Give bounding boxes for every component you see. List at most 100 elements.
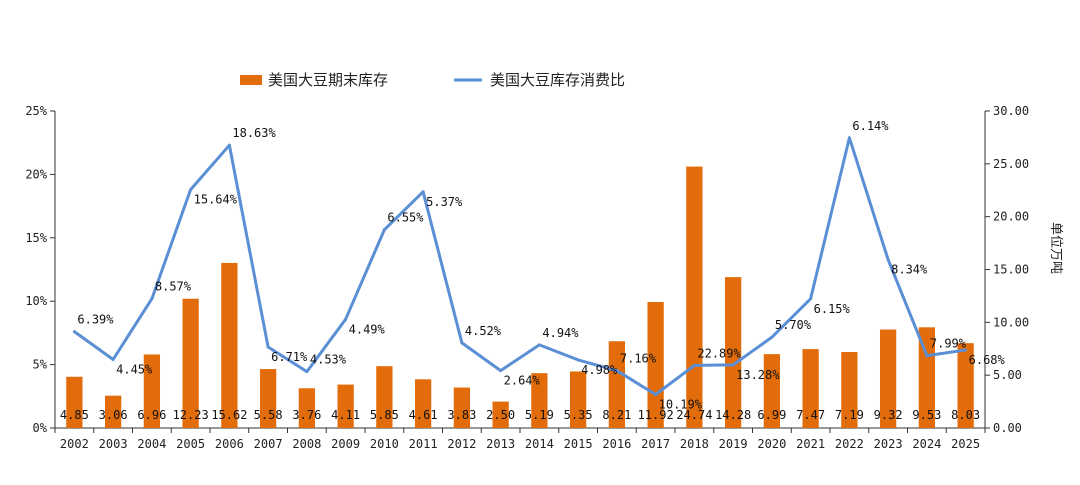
right-tick-label: 0.00 (993, 421, 1022, 435)
bar-value-label: 7.19 (835, 408, 864, 422)
bar-2023 (879, 329, 897, 428)
line-value-label: 7.16% (620, 352, 657, 366)
bar-2008 (298, 388, 316, 428)
line-value-label: 4.49% (349, 322, 386, 336)
bar-value-label: 9.32 (874, 408, 903, 422)
bar-2006 (221, 262, 238, 428)
line-point-2014 (537, 343, 541, 347)
legend-swatch-inventory (240, 75, 262, 85)
bar-2017 (647, 302, 664, 428)
line-point-2020 (770, 335, 774, 339)
bar-value-label: 2.50 (486, 408, 515, 422)
bar-2012 (453, 387, 471, 428)
bar-value-label: 3.76 (292, 408, 321, 422)
left-tick-label: 0% (33, 421, 48, 435)
line-point-2002 (72, 330, 76, 334)
right-tick-label: 25.00 (993, 157, 1029, 171)
line-point-2013 (499, 369, 503, 373)
bar-2018 (686, 166, 703, 428)
line-point-2006 (227, 143, 231, 147)
line-value-label: 4.53% (310, 353, 347, 367)
x-tick-label: 2018 (680, 437, 709, 451)
line-value-label: 8.34% (891, 263, 928, 277)
line-value-label: 4.98% (581, 363, 618, 377)
x-tick-label: 2010 (370, 437, 399, 451)
line-point-2012 (460, 341, 464, 345)
left-tick-label: 25% (25, 104, 47, 118)
bar-2019 (724, 277, 742, 428)
bar-2004 (143, 354, 161, 428)
right-tick-label: 30.00 (993, 104, 1029, 118)
x-tick-label: 2005 (176, 437, 205, 451)
line-point-2003 (111, 358, 115, 362)
x-tick-label: 2009 (331, 437, 360, 451)
x-tick-label: 2007 (254, 437, 283, 451)
x-tick-label: 2002 (60, 437, 89, 451)
bar-value-label: 3.83 (447, 408, 476, 422)
bar-value-label: 3.06 (99, 408, 128, 422)
bar-2015 (569, 371, 587, 428)
bar-2010 (376, 366, 393, 428)
line-value-label: 6.39% (77, 313, 114, 327)
line-series (72, 136, 968, 397)
x-tick-label: 2011 (409, 437, 438, 451)
bar-2013 (492, 401, 509, 428)
x-tick-label: 2022 (835, 437, 864, 451)
line-point-2011 (421, 190, 425, 194)
left-tick-label: 20% (25, 167, 47, 181)
bar-value-label: 15.62 (211, 408, 247, 422)
line-value-label: 18.63% (232, 126, 276, 140)
x-tick-label: 2004 (137, 437, 166, 451)
bar-value-label: 5.19 (525, 408, 554, 422)
x-tick-label: 2021 (796, 437, 825, 451)
bar-2021 (802, 349, 819, 428)
x-tick-label: 2019 (719, 437, 748, 451)
bar-value-label: 7.47 (796, 408, 825, 422)
line-value-label: 8.57% (155, 280, 192, 294)
line-point-2008 (305, 370, 309, 374)
line-point-2022 (847, 136, 851, 140)
x-tick-label: 2008 (292, 437, 321, 451)
bar-value-label: 24.74 (676, 408, 712, 422)
x-tick-label: 2014 (525, 437, 554, 451)
right-tick-label: 15.00 (993, 263, 1029, 277)
bar-2005 (182, 298, 199, 428)
bar-value-label: 8.03 (951, 408, 980, 422)
legend-label-inventory: 美国大豆期末库存 (268, 71, 388, 89)
x-tick-label: 2017 (641, 437, 670, 451)
bar-2016 (608, 341, 626, 428)
line-value-label: 5.70% (775, 318, 812, 332)
x-tick-label: 2016 (602, 437, 631, 451)
bar-value-label: 11.92 (638, 408, 674, 422)
x-tick-label: 2003 (99, 437, 128, 451)
bar-value-label: 5.85 (370, 408, 399, 422)
right-tick-label: 20.00 (993, 210, 1029, 224)
right-axis-title: 单位万吨 (1048, 222, 1063, 274)
bar-2024 (918, 327, 936, 428)
line-value-label: 6.68% (969, 353, 1006, 367)
bar-value-label: 5.35 (564, 408, 593, 422)
bar-value-label: 6.96 (137, 408, 166, 422)
left-tick-label: 10% (25, 294, 47, 308)
bar-2014 (531, 373, 548, 428)
line-point-2010 (382, 228, 386, 232)
legend: 美国大豆期末库存 美国大豆库存消费比 (240, 71, 625, 89)
right-tick-label: 10.00 (993, 315, 1029, 329)
bar-2003 (104, 395, 122, 428)
bar-value-label: 12.23 (173, 408, 209, 422)
bar-series (66, 166, 974, 428)
bar-2002 (66, 376, 83, 428)
line-point-2009 (344, 317, 348, 321)
ratio-line (73, 136, 966, 396)
line-point-2019 (731, 363, 735, 367)
x-tick-label: 2013 (486, 437, 515, 451)
line-value-label: 5.37% (426, 195, 463, 209)
line-value-label: 10.19% (659, 398, 703, 412)
bar-2009 (337, 384, 354, 428)
x-tick-label: 2020 (757, 437, 786, 451)
line-value-label: 6.15% (814, 302, 851, 316)
line-point-2017 (654, 393, 658, 397)
line-value-label: 6.14% (852, 119, 889, 133)
bar-2022 (841, 352, 858, 428)
